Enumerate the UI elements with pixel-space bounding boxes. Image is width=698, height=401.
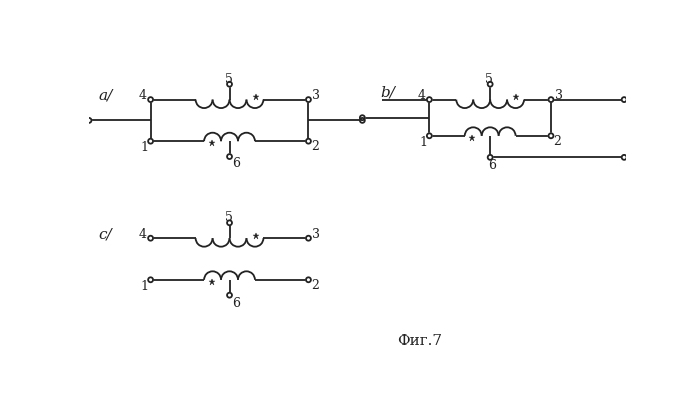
Circle shape	[488, 83, 493, 87]
Text: 4: 4	[139, 227, 147, 241]
Text: 3: 3	[312, 227, 320, 241]
Circle shape	[306, 236, 311, 241]
Text: 3: 3	[555, 89, 563, 102]
Circle shape	[306, 98, 311, 103]
Circle shape	[148, 140, 153, 144]
Circle shape	[549, 134, 554, 139]
Circle shape	[549, 98, 554, 103]
Text: a/: a/	[98, 89, 112, 103]
Text: 6: 6	[232, 296, 241, 309]
Text: 4: 4	[139, 89, 147, 102]
Circle shape	[360, 119, 365, 124]
Circle shape	[227, 83, 232, 87]
Circle shape	[360, 116, 365, 121]
Text: 2: 2	[311, 278, 318, 291]
Circle shape	[427, 98, 432, 103]
Text: 2: 2	[311, 140, 318, 153]
Text: 4: 4	[417, 89, 426, 102]
Text: 6: 6	[232, 157, 241, 170]
Text: 3: 3	[312, 89, 320, 102]
Text: 6: 6	[488, 158, 496, 171]
Text: Фиг.7: Фиг.7	[398, 333, 443, 347]
Text: 1: 1	[140, 141, 148, 154]
Circle shape	[148, 236, 153, 241]
Text: 5: 5	[225, 72, 232, 85]
Circle shape	[488, 156, 493, 160]
Circle shape	[148, 98, 153, 103]
Text: 2: 2	[554, 135, 561, 148]
Circle shape	[87, 119, 91, 124]
Circle shape	[148, 277, 153, 283]
Circle shape	[622, 98, 627, 103]
Text: b/: b/	[380, 85, 395, 99]
Circle shape	[227, 155, 232, 160]
Circle shape	[306, 277, 311, 283]
Circle shape	[306, 140, 311, 144]
Text: 1: 1	[419, 136, 427, 148]
Circle shape	[622, 156, 627, 160]
Text: c/: c/	[98, 227, 112, 241]
Text: 5: 5	[485, 72, 493, 85]
Circle shape	[427, 134, 432, 139]
Text: 1: 1	[140, 279, 148, 292]
Text: 5: 5	[225, 211, 232, 224]
Circle shape	[227, 221, 232, 226]
Circle shape	[227, 293, 232, 298]
